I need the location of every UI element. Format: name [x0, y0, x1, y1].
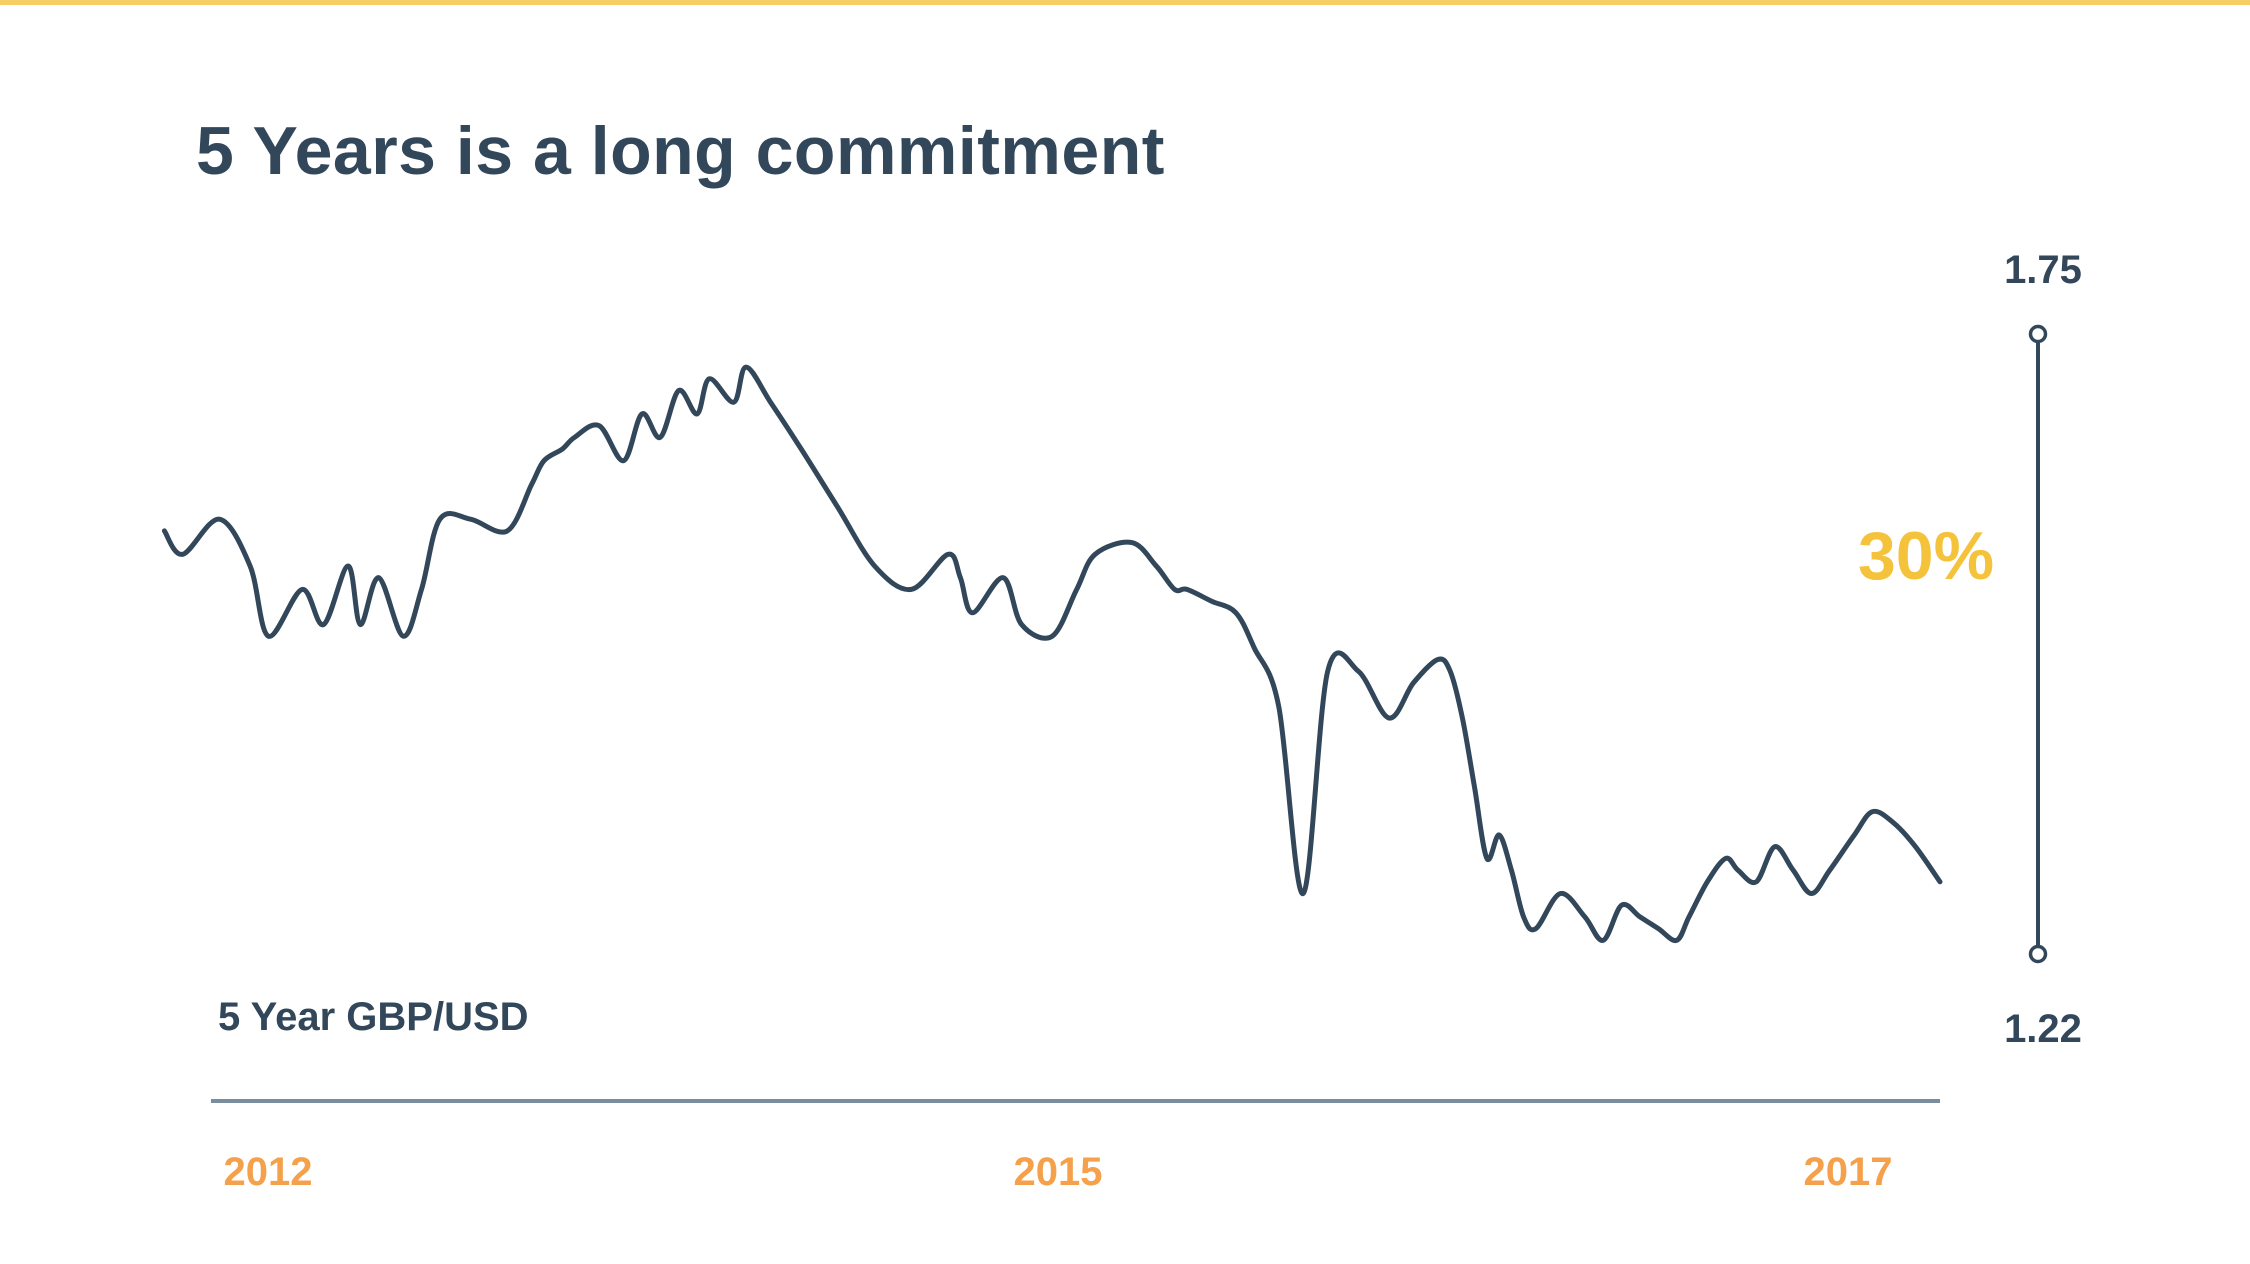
range-bottom-marker [2028, 944, 2048, 964]
range-indicator: 1.75 1.22 30% [1858, 248, 2082, 1051]
series-line-group [161, 364, 1943, 944]
chart-title: 5 Years is a long commitment [196, 113, 1165, 189]
change-percent-label: 30% [1858, 518, 1994, 594]
range-top-marker [2028, 324, 2048, 344]
x-tick-label-2015: 2015 [1014, 1150, 1103, 1194]
series-label: 5 Year GBP/USD [218, 995, 529, 1039]
x-tick-label-2012: 2012 [224, 1150, 313, 1194]
top-accent-bar [0, 0, 2250, 5]
range-bottom-label: 1.22 [2004, 1007, 2082, 1051]
range-top-label: 1.75 [2004, 248, 2082, 292]
series-line [161, 364, 1943, 944]
x-tick-label-2017: 2017 [1804, 1150, 1893, 1194]
x-tick-labels: 2012 2015 2017 [224, 1150, 1893, 1194]
